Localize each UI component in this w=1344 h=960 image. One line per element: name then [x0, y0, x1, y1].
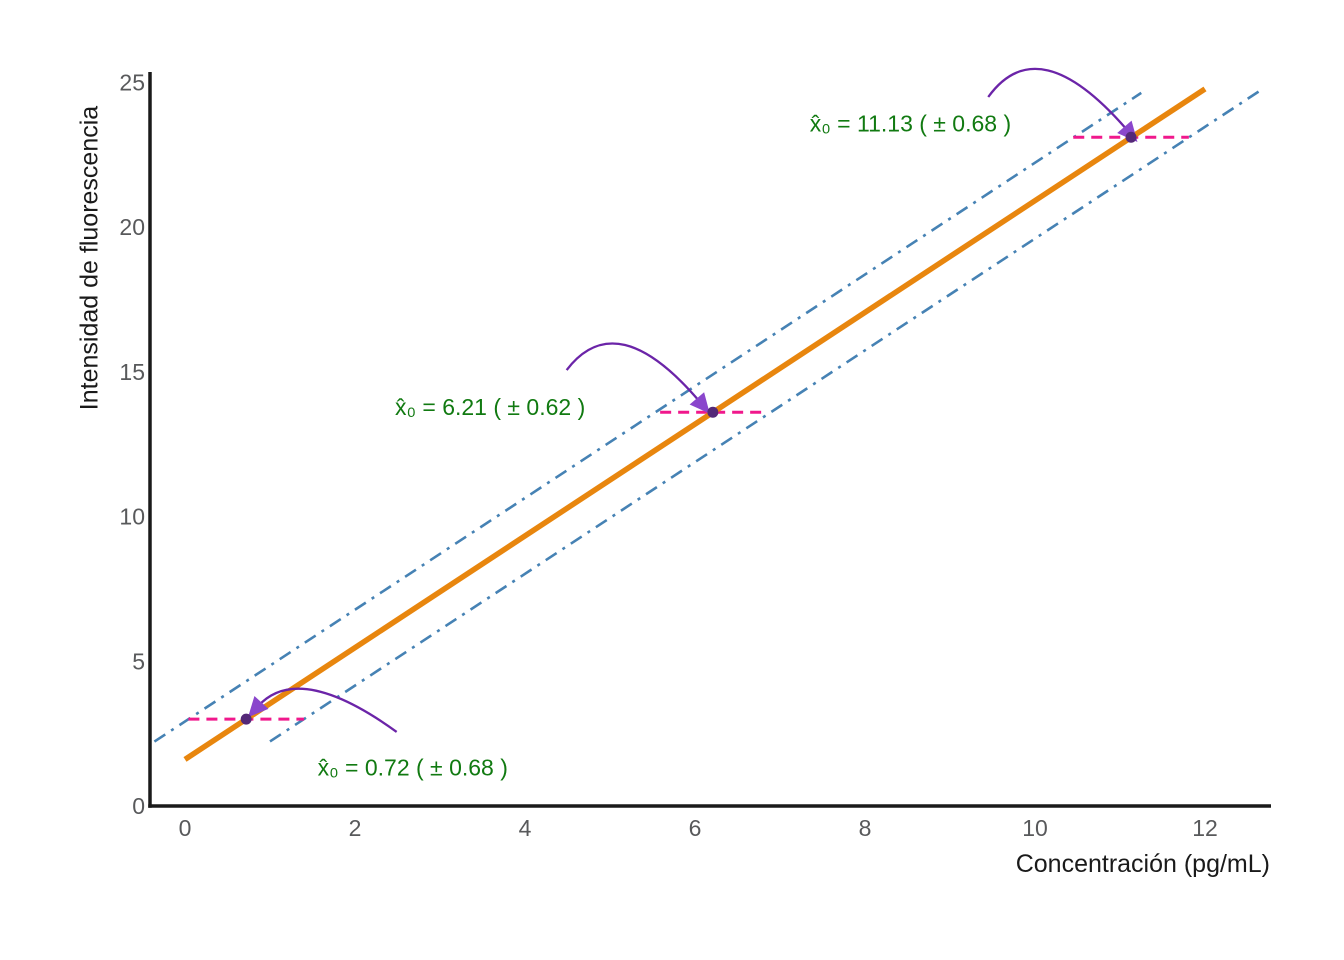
y-tick-label: 10 [119, 504, 145, 530]
inverse-prediction-point [707, 406, 719, 418]
x-tick-label: 0 [179, 815, 192, 841]
annotation-arrow-curve [565, 342, 701, 403]
y-tick-label: 20 [119, 214, 145, 240]
y-tick-label: 5 [132, 648, 145, 674]
annotation-arrowhead-icon [689, 392, 710, 414]
calibration-line [183, 86, 1207, 762]
x-tick-label: 12 [1192, 815, 1218, 841]
inverse-prediction-label: x̂₀ = 6.21 ( ± 0.62 ) [395, 394, 585, 420]
y-axis-title: Intensidad de fluorescencia [75, 105, 104, 411]
inverse-prediction-label: x̂₀ = 0.72 ( ± 0.68 ) [318, 755, 508, 781]
x-tick-label: 8 [859, 815, 872, 841]
upper-confidence-band [153, 91, 1142, 743]
inverse-prediction-point [240, 713, 252, 725]
y-tick-label: 15 [119, 359, 145, 385]
y-tick-label: 25 [119, 69, 145, 95]
annotation-arrow-curve [987, 67, 1129, 132]
inverse-prediction-label: x̂₀ = 11.13 ( ± 0.68 ) [810, 110, 1011, 136]
inverse-prediction-point [1125, 131, 1137, 143]
y-tick-label: 0 [132, 793, 145, 819]
annotation-arrow-curve [257, 687, 398, 733]
x-tick-label: 2 [349, 815, 362, 841]
annotation-arrowhead-icon [248, 696, 269, 718]
x-tick-label: 4 [519, 815, 532, 841]
x-tick-label: 6 [689, 815, 702, 841]
x-axis-title: Concentración (pg/mL) [1015, 850, 1270, 878]
x-tick-label: 10 [1022, 815, 1048, 841]
